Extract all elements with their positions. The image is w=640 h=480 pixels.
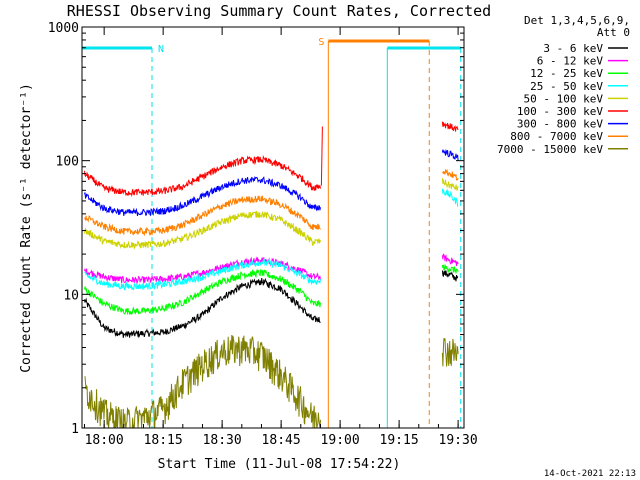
legend-label-6: 300 - 800 keV — [517, 118, 603, 131]
x-tick-label-4: 19:00 — [321, 433, 360, 448]
series-line-post-6 — [441, 148, 459, 161]
series-line-post-5 — [441, 121, 459, 132]
legend-label-7: 800 - 7000 keV — [510, 130, 603, 143]
series-line-4 — [84, 210, 321, 250]
y-tick-label-1: 10 — [63, 288, 79, 303]
legend-header-1: Att 0 — [597, 26, 630, 39]
series-line-0 — [84, 277, 321, 339]
x-axis-label: Start Time (11-Jul-08 17:54:22) — [158, 457, 401, 472]
x-tick-label-1: 18:15 — [144, 433, 183, 448]
annotation-label-0: N — [158, 44, 164, 55]
legend-label-2: 12 - 25 keV — [530, 67, 603, 80]
x-tick-label-3: 18:45 — [262, 433, 301, 448]
legend-label-4: 50 - 100 keV — [524, 92, 604, 105]
series-line-post-3 — [441, 188, 459, 208]
x-tick-label-2: 18:30 — [203, 433, 242, 448]
plot-frame — [81, 26, 465, 429]
series-line-1 — [84, 256, 321, 284]
series-line-6 — [84, 175, 321, 217]
legend-label-8: 7000 - 15000 keV — [497, 143, 603, 156]
footer-date: 14-Oct-2021 22:13 — [544, 469, 636, 479]
legend-header-0: Det 1,3,4,5,6,9, — [524, 14, 630, 27]
annotation-label-1: S — [318, 37, 324, 48]
legend-label-5: 100 - 300 keV — [517, 105, 603, 118]
legend-label-3: 25 - 50 keV — [530, 80, 603, 93]
x-tick-label-6: 19:30 — [439, 433, 478, 448]
y-tick-label-3: 1000 — [48, 21, 79, 36]
series-line-post-7 — [442, 169, 459, 181]
series-line-7 — [84, 195, 321, 237]
y-axis-label: Corrected Count Rate (s⁻¹ detector⁻¹) — [19, 83, 34, 373]
series-line-post-1 — [441, 253, 459, 267]
series-line-5 — [84, 155, 321, 198]
series-line-3 — [84, 258, 321, 292]
x-tick-label-5: 19:15 — [380, 433, 419, 448]
series-line-post-2 — [441, 264, 459, 274]
flare-spike — [320, 126, 323, 186]
legend-label-1: 6 - 12 keV — [537, 55, 604, 68]
series-line-post-4 — [441, 178, 459, 191]
series-line-2 — [84, 268, 321, 316]
y-tick-label-2: 100 — [56, 155, 79, 170]
y-tick-label-0: 1 — [71, 422, 79, 437]
series-line-post-0 — [441, 270, 459, 282]
chart-title: RHESSI Observing Summary Count Rates, Co… — [67, 2, 491, 20]
x-tick-label-0: 18:00 — [85, 433, 124, 448]
series-line-post-8 — [441, 338, 459, 367]
legend-label-0: 3 - 6 keV — [543, 42, 603, 55]
axes: 18:00 18:15 18:30 18:45 19:00 19:15 19:30 1 10 10… — [48, 21, 478, 448]
